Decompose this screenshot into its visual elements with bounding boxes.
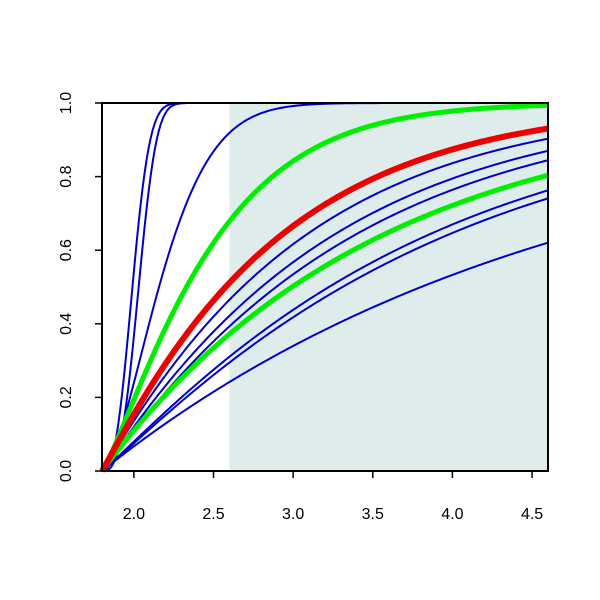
y-tick-label: 1.0 <box>58 92 75 114</box>
y-axis: 0.0 0.2 0.4 0.6 0.8 1.0 <box>58 92 102 482</box>
y-tick-label: 0.2 <box>58 386 75 408</box>
y-tick-label: 0.4 <box>58 313 75 335</box>
x-tick-label: 2.0 <box>123 506 145 523</box>
series-line-12 <box>101 241 549 472</box>
series-line-10 <box>101 189 549 472</box>
y-tick-label: 0.6 <box>58 239 75 261</box>
y-tick-label: 0.0 <box>58 460 75 482</box>
series-line-11 <box>101 197 549 472</box>
x-axis: 2.0 2.5 3.0 3.5 4.0 4.5 <box>123 471 543 523</box>
x-tick-label: 3.5 <box>362 506 384 523</box>
series-line-5 <box>99 125 549 473</box>
series-line-4 <box>99 102 549 473</box>
plot-border <box>101 102 549 472</box>
x-tick-label: 4.5 <box>521 506 543 523</box>
series-lines <box>99 102 549 473</box>
x-tick-label: 4.0 <box>441 506 463 523</box>
series-line-6 <box>101 137 549 472</box>
series-line-7 <box>101 149 549 472</box>
plot-frame <box>101 102 549 472</box>
y-tick-label: 0.8 <box>58 165 75 187</box>
x-tick-label: 2.5 <box>202 506 224 523</box>
x-tick-label: 3.0 <box>282 506 304 523</box>
series-line-9 <box>99 172 549 473</box>
